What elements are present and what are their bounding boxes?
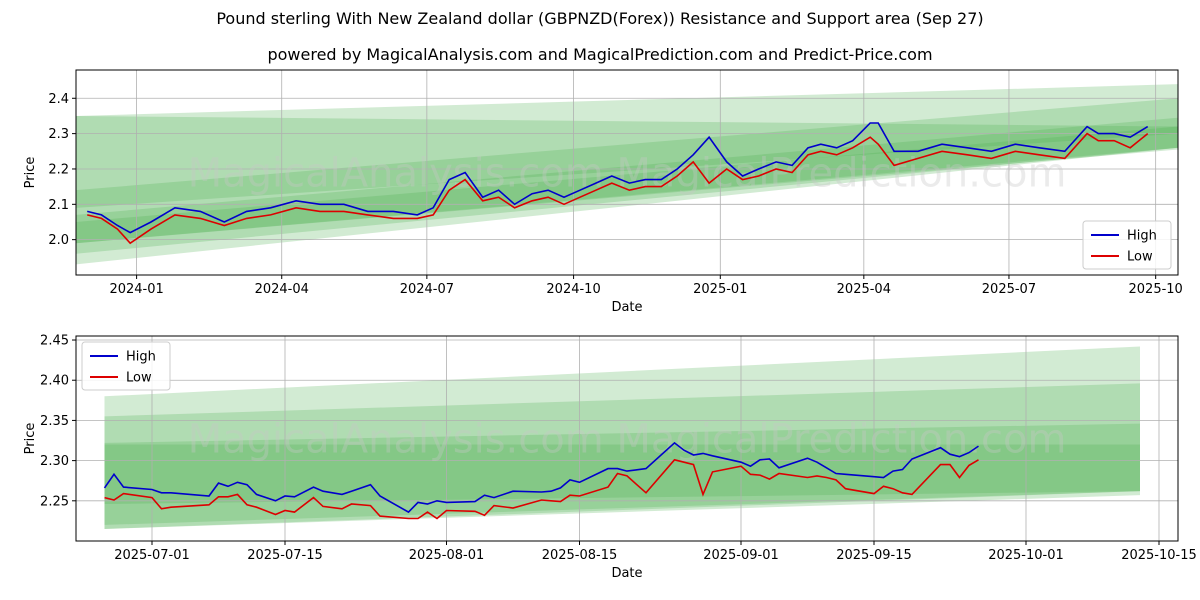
legend-label-low: Low xyxy=(126,371,152,386)
x-tick-label: 2025-07-15 xyxy=(247,548,323,563)
x-tick-label: 2025-10-01 xyxy=(988,548,1064,563)
x-axis-label: Date xyxy=(611,300,642,315)
legend-label-high: High xyxy=(126,350,156,365)
x-tick-label: 2025-07 xyxy=(982,282,1036,297)
watermark: MagicalAnalysis.com MagicalPrediction.co… xyxy=(188,417,1067,463)
y-tick-label: 2.4 xyxy=(48,92,69,107)
band-3 xyxy=(76,115,1178,208)
plot-frame xyxy=(75,335,1179,542)
x-tick-label: 2025-04 xyxy=(837,282,891,297)
chart-panel-2: MagicalAnalysis.com MagicalPrediction.co… xyxy=(23,334,1197,581)
legend: High Low xyxy=(1082,220,1172,270)
band-5 xyxy=(76,126,1178,244)
x-tick-label: 2025-07-01 xyxy=(114,548,190,563)
x-tick-label: 2025-09-15 xyxy=(836,548,912,563)
chart-panel-1: MagicalAnalysis.com MagicalPrediction.co… xyxy=(23,69,1183,315)
series-low-line xyxy=(87,132,1149,245)
x-tick-label: 2025-01 xyxy=(693,282,747,297)
y-tick-label: 2.25 xyxy=(40,494,69,509)
legend-label-high: High xyxy=(1127,229,1157,244)
y-tick-label: 2.45 xyxy=(40,334,69,349)
x-tick-label: 2025-10-15 xyxy=(1121,548,1197,563)
plot-area: MagicalAnalysis.com MagicalPrediction.co… xyxy=(76,336,1178,541)
x-tick-label: 2025-10 xyxy=(1129,282,1183,297)
chart-subtitle: powered by MagicalAnalysis.com and Magic… xyxy=(267,45,933,64)
x-tick-label: 2024-07 xyxy=(400,282,454,297)
x-axis-label: Date xyxy=(611,566,642,581)
x-tick-label: 2024-01 xyxy=(109,282,163,297)
y-tick-label: 2.2 xyxy=(48,162,69,177)
y-axis-label: Price xyxy=(23,423,38,455)
y-tick-label: 2.0 xyxy=(48,233,69,248)
y-axis-label: Price xyxy=(23,157,38,189)
y-tick-label: 2.30 xyxy=(40,454,69,469)
legend: High Low xyxy=(81,341,171,391)
y-tick-label: 2.1 xyxy=(48,198,69,213)
series-high-line xyxy=(87,122,1149,234)
x-tick-label: 2025-08-15 xyxy=(542,548,618,563)
series-low-line xyxy=(104,458,979,520)
plot-frame xyxy=(75,69,1179,276)
band-1 xyxy=(104,346,1140,529)
x-tick-label: 2025-09-01 xyxy=(703,548,779,563)
y-tick-label: 2.40 xyxy=(40,374,69,389)
band-2 xyxy=(76,98,1178,254)
x-tick-label: 2025-08-01 xyxy=(409,548,485,563)
plot-area: MagicalAnalysis.com MagicalPrediction.co… xyxy=(76,70,1178,275)
band-1 xyxy=(76,84,1178,265)
y-tick-label: 2.35 xyxy=(40,414,69,429)
x-tick-label: 2024-10 xyxy=(546,282,600,297)
y-tick-label: 2.3 xyxy=(48,127,69,142)
chart-title: Pound sterling With New Zealand dollar (… xyxy=(216,9,984,28)
legend-label-low: Low xyxy=(1127,250,1153,265)
band-2 xyxy=(104,383,1140,529)
x-tick-label: 2024-04 xyxy=(255,282,309,297)
series-high-line xyxy=(103,441,979,514)
